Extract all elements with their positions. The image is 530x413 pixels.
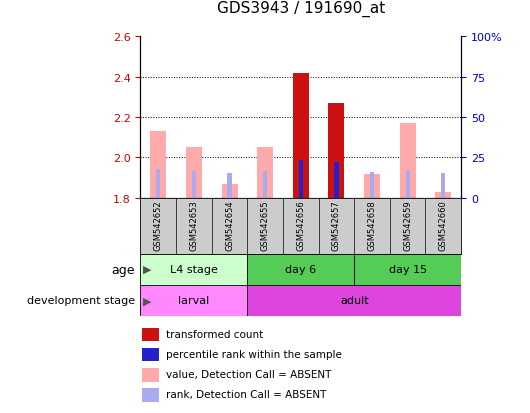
Bar bbox=[140, 285, 248, 316]
Bar bbox=[142, 328, 159, 342]
Bar bbox=[435, 192, 452, 198]
Bar bbox=[441, 173, 445, 198]
Bar bbox=[140, 254, 248, 285]
Bar bbox=[370, 173, 374, 198]
Text: transformed count: transformed count bbox=[166, 330, 263, 339]
Bar bbox=[263, 172, 267, 198]
Text: day 6: day 6 bbox=[285, 264, 316, 275]
Text: ▶: ▶ bbox=[143, 295, 152, 306]
Bar bbox=[329, 104, 345, 198]
Bar bbox=[364, 174, 380, 198]
Text: GSM542656: GSM542656 bbox=[296, 200, 305, 250]
Text: L4 stage: L4 stage bbox=[170, 264, 218, 275]
Bar bbox=[400, 124, 416, 198]
Bar bbox=[142, 368, 159, 382]
Text: GSM542653: GSM542653 bbox=[189, 200, 198, 250]
Text: ▶: ▶ bbox=[143, 264, 152, 275]
Bar bbox=[248, 285, 461, 316]
Text: larval: larval bbox=[178, 295, 209, 306]
Bar bbox=[150, 132, 166, 198]
Text: rank, Detection Call = ABSENT: rank, Detection Call = ABSENT bbox=[166, 389, 326, 399]
Bar bbox=[334, 163, 339, 198]
Bar bbox=[298, 160, 303, 198]
Bar bbox=[222, 184, 237, 198]
Bar bbox=[405, 171, 410, 198]
Bar bbox=[354, 254, 461, 285]
Text: GSM542658: GSM542658 bbox=[367, 200, 376, 250]
Text: GSM542652: GSM542652 bbox=[154, 200, 163, 250]
Text: GSM542660: GSM542660 bbox=[439, 200, 448, 250]
Text: GSM542655: GSM542655 bbox=[261, 200, 270, 250]
Bar bbox=[192, 172, 196, 198]
Bar bbox=[186, 148, 202, 198]
Text: age: age bbox=[112, 263, 135, 276]
Text: day 15: day 15 bbox=[388, 264, 427, 275]
Text: adult: adult bbox=[340, 295, 368, 306]
Text: GSM542657: GSM542657 bbox=[332, 200, 341, 250]
Bar bbox=[248, 254, 354, 285]
Text: GSM542659: GSM542659 bbox=[403, 200, 412, 250]
Bar bbox=[156, 170, 161, 198]
Bar bbox=[293, 74, 309, 198]
Text: GDS3943 / 191690_at: GDS3943 / 191690_at bbox=[217, 0, 385, 17]
Bar bbox=[257, 148, 273, 198]
Text: value, Detection Call = ABSENT: value, Detection Call = ABSENT bbox=[166, 369, 331, 379]
Text: development stage: development stage bbox=[27, 295, 135, 306]
Text: percentile rank within the sample: percentile rank within the sample bbox=[166, 349, 342, 359]
Bar bbox=[142, 388, 159, 401]
Text: GSM542654: GSM542654 bbox=[225, 200, 234, 250]
Bar bbox=[227, 173, 232, 198]
Bar bbox=[142, 348, 159, 362]
